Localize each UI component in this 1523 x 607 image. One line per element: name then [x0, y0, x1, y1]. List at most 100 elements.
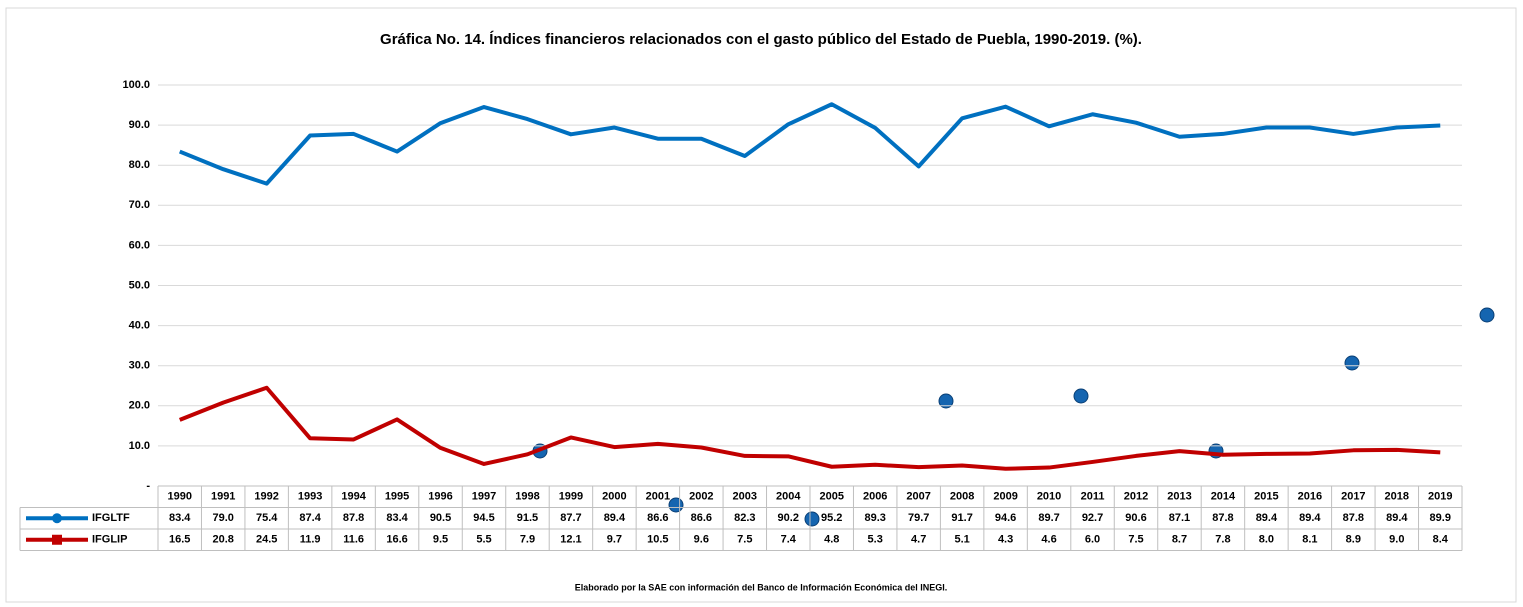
table-value: 94.6	[995, 512, 1016, 524]
x-tick-label: 1995	[385, 491, 409, 503]
y-tick-label: 10.0	[129, 440, 150, 452]
y-tick-label: -	[146, 480, 150, 492]
table-value: 87.8	[343, 512, 364, 524]
table-value: 87.4	[299, 512, 321, 524]
table-value: 8.7	[1172, 534, 1187, 546]
x-tick-label: 2003	[733, 491, 757, 503]
y-tick-label: 80.0	[129, 159, 150, 171]
x-tick-label: 2011	[1081, 491, 1105, 503]
x-tick-label: 2015	[1254, 491, 1278, 503]
x-tick-label: 2016	[1298, 491, 1322, 503]
table-value: 5.5	[476, 534, 491, 546]
y-tick-label: 30.0	[129, 360, 150, 372]
table-value: 4.7	[911, 534, 926, 546]
x-tick-label: 2002	[689, 491, 713, 503]
table-value: 7.4	[781, 534, 797, 546]
x-tick-label: 2014	[1211, 491, 1236, 503]
x-tick-label: 2004	[776, 491, 801, 503]
table-value: 89.7	[1038, 512, 1059, 524]
x-tick-label: 2006	[863, 491, 887, 503]
x-tick-label: 2001	[646, 491, 670, 503]
table-value: 6.0	[1085, 534, 1100, 546]
table-value: 8.0	[1259, 534, 1274, 546]
table-value: 92.7	[1082, 512, 1103, 524]
x-tick-label: 1990	[167, 491, 191, 503]
table-value: 91.7	[951, 512, 972, 524]
table-value: 87.7	[560, 512, 581, 524]
x-tick-label: 2008	[950, 491, 974, 503]
table-value: 5.3	[868, 534, 883, 546]
series-line	[178, 385, 1441, 471]
legend-label: IFGLIP	[92, 534, 127, 546]
table-value: 79.7	[908, 512, 929, 524]
table-value: 89.3	[864, 512, 885, 524]
table-value: 4.8	[824, 534, 839, 546]
x-tick-label: 1991	[211, 491, 235, 503]
x-tick-label: 1994	[341, 491, 366, 503]
table-value: 7.5	[737, 534, 752, 546]
table-value: 87.8	[1212, 512, 1233, 524]
table-value: 89.4	[1299, 512, 1321, 524]
table-value: 79.0	[212, 512, 233, 524]
x-tick-label: 1997	[472, 491, 496, 503]
table-value: 89.4	[1256, 512, 1278, 524]
table-value: 94.5	[473, 512, 494, 524]
legend-marker	[52, 534, 62, 545]
table-value: 82.3	[734, 512, 755, 524]
x-tick-label: 2005	[819, 491, 843, 503]
table-value: 10.5	[647, 534, 668, 546]
table-value: 24.5	[256, 534, 277, 546]
chart-title: Gráfica No. 14. Índices financieros rela…	[380, 31, 1142, 48]
table-value: 8.9	[1346, 534, 1361, 546]
table-value: 4.6	[1041, 534, 1056, 546]
table-value: 87.8	[1343, 512, 1364, 524]
x-tick-label: 2018	[1385, 491, 1409, 503]
footnote: Elaborado por la SAE con información del…	[575, 582, 948, 592]
x-tick-label: 2007	[906, 491, 930, 503]
table-value: 86.6	[647, 512, 668, 524]
table-value: 90.5	[430, 512, 451, 524]
table-value: 7.5	[1128, 534, 1143, 546]
table-value: 20.8	[212, 534, 233, 546]
table-value: 9.7	[607, 534, 622, 546]
table-value: 4.3	[998, 534, 1013, 546]
table-value: 7.9	[520, 534, 535, 546]
table-value: 9.6	[694, 534, 709, 546]
table-value: 9.5	[433, 534, 448, 546]
table-value: 91.5	[517, 512, 538, 524]
x-tick-label: 2013	[1167, 491, 1191, 503]
x-tick-label: 2009	[993, 491, 1017, 503]
table-value: 90.2	[778, 512, 799, 524]
table-value: 89.9	[1430, 512, 1451, 524]
x-tick-label: 2010	[1037, 491, 1061, 503]
y-tick-label: 90.0	[129, 119, 150, 131]
table-value: 8.4	[1433, 534, 1449, 546]
y-tick-label: 60.0	[129, 239, 150, 251]
table-value: 11.9	[300, 534, 321, 546]
series-line	[178, 102, 1441, 186]
x-tick-label: 2000	[602, 491, 626, 503]
x-tick-label: 1993	[298, 491, 322, 503]
table-value: 16.5	[169, 534, 190, 546]
table-value: 83.4	[386, 512, 408, 524]
table-value: 95.2	[821, 512, 842, 524]
x-tick-label: 1996	[428, 491, 452, 503]
x-tick-label: 1992	[254, 491, 278, 503]
table-value: 86.6	[691, 512, 712, 524]
table-value: 8.1	[1302, 534, 1317, 546]
table-value: 16.6	[386, 534, 407, 546]
legend-label: IFGLTF	[92, 512, 130, 524]
table-value: 83.4	[169, 512, 191, 524]
table-value: 75.4	[256, 512, 278, 524]
table-value: 89.4	[604, 512, 626, 524]
y-tick-label: 40.0	[129, 320, 150, 332]
table-value: 89.4	[1386, 512, 1408, 524]
table-value: 11.6	[343, 534, 364, 546]
x-tick-label: 1999	[559, 491, 583, 503]
x-tick-label: 2019	[1428, 491, 1452, 503]
table-value: 9.0	[1389, 534, 1404, 546]
y-tick-label: 100.0	[122, 79, 150, 91]
x-tick-label: 1998	[515, 491, 539, 503]
table-value: 7.8	[1215, 534, 1230, 546]
table-value: 90.6	[1125, 512, 1146, 524]
